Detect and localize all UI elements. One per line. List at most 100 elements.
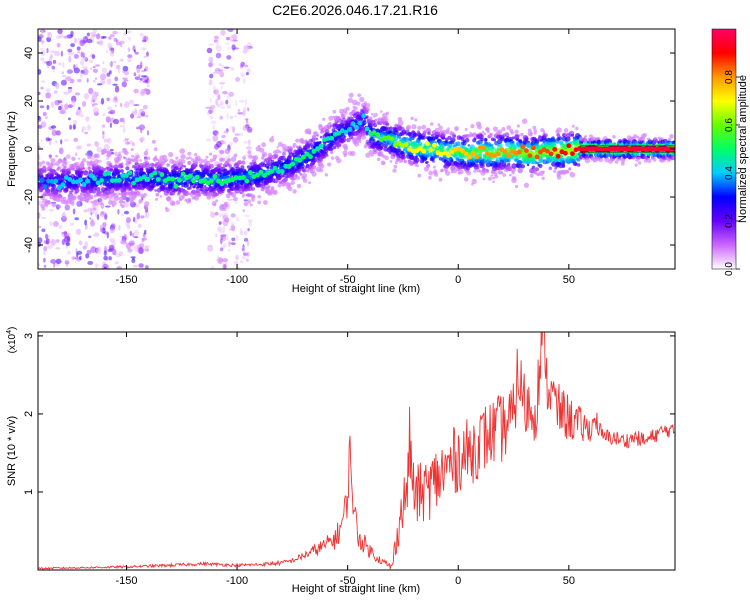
ridge-halo-dot: [636, 152, 640, 156]
ridge-halo-dot: [180, 159, 186, 164]
noise-dot: [124, 138, 129, 141]
noise-dot: [46, 47, 49, 54]
ridge-halo-dot: [312, 165, 316, 170]
noise-dot: [144, 114, 149, 118]
ridge-halo-dot: [309, 142, 313, 147]
noise-dot: [42, 112, 47, 116]
noise-dot: [40, 121, 47, 128]
ridge-halo-dot: [239, 185, 244, 189]
noise-dot: [78, 114, 85, 118]
ridge-halo-dot: [510, 131, 514, 135]
ridge-halo-dot: [302, 178, 308, 183]
noise-dot: [54, 83, 59, 88]
ridge-halo-dot: [365, 152, 371, 158]
ridge-halo-dot: [672, 140, 675, 144]
noise-dot: [106, 72, 111, 77]
noise-dot: [60, 50, 64, 57]
noise-dot: [86, 32, 90, 37]
noise-dot: [209, 73, 214, 79]
ridge-halo-dot: [382, 161, 386, 165]
noise-dot: [73, 67, 81, 74]
ridge-halo-dot: [441, 129, 447, 135]
noise-dot: [123, 210, 130, 215]
ridge-halo-dot: [483, 132, 487, 136]
noise-dot: [215, 233, 218, 238]
ridge-halo-dot: [47, 192, 52, 197]
ridge-core-dot: [552, 147, 558, 152]
ridge-core-dot: [527, 153, 533, 159]
ridge-core-dot: [449, 149, 455, 155]
ridge-halo-dot: [327, 162, 332, 167]
noise-dot: [137, 223, 142, 228]
noise-dot: [82, 52, 85, 59]
ridge-halo-dot: [136, 154, 140, 159]
ridge-halo-dot: [325, 129, 330, 134]
spectrogram-ridge-layer: [38, 92, 675, 215]
ridge-halo-dot: [507, 162, 511, 167]
ridge-halo-dot: [652, 157, 657, 162]
ridge-halo-dot: [374, 112, 378, 117]
noise-dot: [64, 204, 71, 211]
noise-dot: [94, 211, 98, 218]
ridge-halo-dot: [114, 195, 120, 201]
noise-dot: [106, 97, 111, 102]
ridge-halo-dot: [133, 184, 137, 188]
ridge-core-dot: [212, 174, 218, 179]
ridge-halo-dot: [62, 196, 67, 201]
ridge-halo-dot: [473, 137, 477, 141]
ridge-halo-dot: [144, 201, 150, 207]
ridge-core-dot: [74, 179, 80, 185]
noise-dot: [75, 228, 81, 235]
ridge-core-dot: [240, 175, 246, 181]
ridge-halo-dot: [183, 190, 190, 196]
ridge-halo-dot: [203, 185, 207, 188]
ridge-core-dot: [283, 163, 289, 169]
ridge-halo-dot: [500, 136, 505, 142]
ridge-halo-dot: [263, 200, 268, 205]
noise-dot: [123, 70, 129, 76]
noise-dot: [212, 134, 219, 142]
ridge-halo-dot: [643, 159, 648, 163]
ridge-core-dot: [442, 150, 448, 156]
noise-dot: [84, 241, 89, 248]
ridge-halo-dot: [242, 156, 247, 160]
noise-dot: [117, 208, 120, 215]
noise-dot: [144, 65, 149, 72]
noise-dot: [55, 239, 60, 243]
figure-title: C2E6.2026.046.17.21.R16: [272, 2, 438, 18]
ridge-halo-dot: [95, 187, 101, 192]
ridge-core-dot: [293, 156, 299, 162]
noise-dot: [146, 130, 150, 136]
noise-dot: [85, 253, 90, 259]
noise-dot: [53, 90, 58, 94]
noise-dot: [73, 137, 78, 142]
ridge-core-dot: [385, 135, 391, 141]
ridge-halo-dot: [316, 134, 319, 137]
noise-dot: [132, 264, 138, 268]
noise-dot: [139, 32, 144, 37]
x-tick-label: -50: [340, 274, 356, 286]
noise-dot: [230, 221, 235, 226]
snr-y-label: SNR (10 * v/v): [6, 416, 18, 486]
snr-panel: -150 -100 -50 0 50 123 Height of straight li…: [6, 327, 676, 595]
ridge-halo-dot: [242, 193, 246, 197]
noise-dot: [61, 212, 67, 219]
noise-dot: [127, 57, 132, 63]
ridge-halo-dot: [613, 142, 616, 145]
ridge-halo-dot: [403, 159, 407, 164]
noise-dot: [88, 59, 94, 64]
ridge-halo-dot: [308, 131, 311, 134]
ridge-core-dot: [194, 174, 200, 180]
noise-dot: [43, 257, 46, 263]
ridge-halo-dot: [510, 154, 515, 159]
noise-dot: [86, 143, 91, 147]
ridge-halo-dot: [368, 116, 373, 120]
ridge-halo-dot: [90, 200, 94, 204]
ridge-halo-dot: [228, 164, 232, 168]
ridge-halo-dot: [389, 126, 393, 130]
ridge-halo-dot: [219, 150, 225, 155]
ridge-halo-dot: [413, 132, 418, 137]
noise-dot: [57, 106, 62, 111]
ridge-core-dot: [396, 140, 402, 146]
noise-dot: [66, 233, 71, 236]
